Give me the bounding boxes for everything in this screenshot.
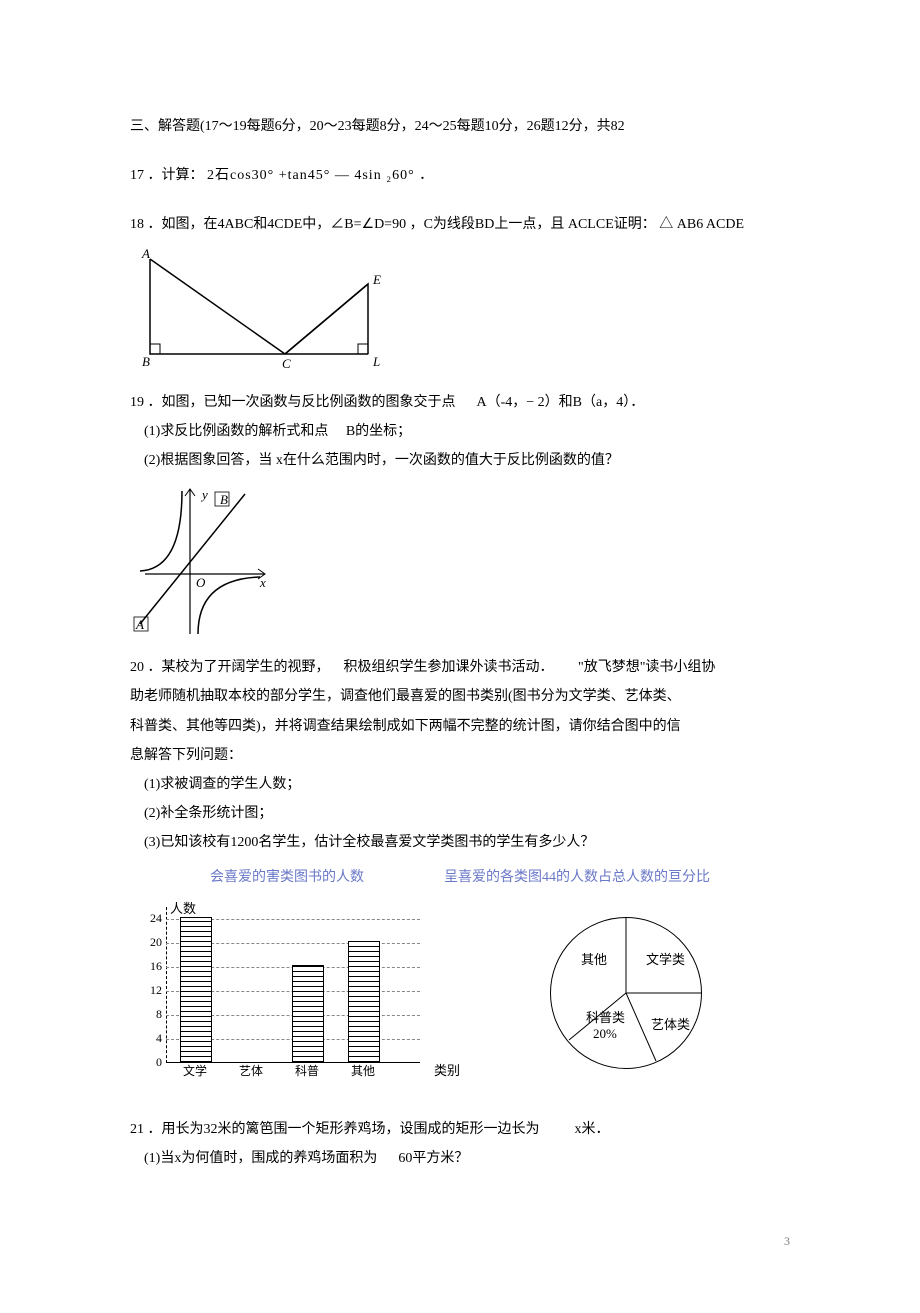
q19-fig-A: A (135, 617, 144, 632)
q19-stem-a: 19 ．如图，已知一次函数与反比例函数的图象交于点 (130, 395, 456, 410)
svg-text:L: L (372, 354, 380, 369)
section-heading: 三、解答题(17～19每题6分，20～23每题8分，24～25每题10分，26题… (130, 114, 790, 139)
bar (292, 965, 324, 1063)
q20-sub1: (1)求被调查的学生人数； (130, 772, 790, 797)
bar-ytick: 16 (140, 956, 162, 978)
svg-text:B: B (142, 354, 150, 369)
q21-stem-a: 21 ．用长为32米的篱笆围一个矩形养鸡场，设围成的矩形一边长为 (130, 1122, 540, 1137)
q19-fig-x: x (259, 575, 266, 590)
bar-xlabel: 文学 (175, 1061, 215, 1083)
charts-row: 人数 类别 04812162024文学艺体科普其他 其他 文学类 艺体类 科普类… (130, 897, 790, 1087)
q21-sub1-b: 60平方米？ (398, 1151, 468, 1166)
q20-line2: 助老师随机抽取本校的部分学生，调查他们最喜爱的图书类别(图书分为文学类、艺体类、 (130, 684, 790, 709)
q19-fig-B: B (220, 492, 228, 507)
q19-sub1-b: B的坐标； (346, 424, 411, 439)
bar-chart-x-title: 类别 (434, 1059, 460, 1082)
q20-stem-l1: 20 ．某校为了开阔学生的视野， 积极组织学生参加课外读书活动． "放飞梦想"读… (130, 655, 790, 680)
q21-stem-b: x米． (575, 1122, 610, 1137)
q18-text: 18 ．如图，在4ABC和4CDE中，∠B=∠D=90 ，C为线段BD上一点，且… (130, 212, 790, 237)
page-number: 3 (130, 1231, 790, 1253)
pie-chart: 其他 文学类 艺体类 科普类 20% (550, 917, 702, 1069)
q21-sub1-a: (1)当x为何值时，围成的养鸡场面积为 (144, 1151, 377, 1166)
bar-ytick: 12 (140, 980, 162, 1002)
q21-sub1: (1)当x为何值时，围成的养鸡场面积为 60平方米？ (130, 1146, 790, 1171)
bar-ytick: 20 (140, 932, 162, 954)
q19-fig-y: y (200, 487, 208, 502)
q17-label: 17 ．计算： (130, 168, 204, 183)
bar-ytick: 0 (140, 1052, 162, 1074)
svg-text:A: A (141, 246, 150, 261)
bar-ytick: 4 (140, 1028, 162, 1050)
pie-chart-title: 呈喜爱的各类图44的人数占总人数的亘分比 (444, 865, 710, 890)
svg-text:C: C (282, 356, 291, 371)
pie-chart-wrap: 其他 文学类 艺体类 科普类 20% (550, 917, 702, 1069)
bar-ytick: 24 (140, 908, 162, 930)
q20-line4: 息解答下列问题： (130, 743, 790, 768)
bar-chart: 人数 类别 04812162024文学艺体科普其他 (130, 897, 430, 1087)
q18-figure: A B C E L (130, 244, 390, 374)
q20-stem-a: 20 ．某校为了开阔学生的视野， (130, 660, 330, 675)
pie-label-wenxue: 文学类 (646, 948, 685, 971)
q19-sub1: (1)求反比例函数的解析式和点 B的坐标； (130, 419, 790, 444)
q21-stem: 21 ．用长为32米的篱笆围一个矩形养鸡场，设围成的矩形一边长为 x米． (130, 1117, 790, 1142)
q20-sub2: (2)补全条形统计图； (130, 801, 790, 826)
q20-stem-c: "放飞梦想"读书小组协 (578, 660, 715, 675)
bar-xlabel: 艺体 (231, 1061, 271, 1083)
q19-fig-O: O (196, 575, 206, 590)
bar-xlabel: 科普 (287, 1061, 327, 1083)
pie-label-kepu-pct: 20% (593, 1022, 617, 1045)
svg-text:E: E (372, 272, 381, 287)
pie-label-other: 其他 (581, 948, 607, 971)
bar-chart-title: 会喜爱的害类图书的人数 (210, 865, 364, 890)
q19-stem: 19 ．如图，已知一次函数与反比例函数的图象交于点 A（-4，− 2）和B（a，… (130, 390, 790, 415)
bar (348, 941, 380, 1063)
q20-line3: 科普类、其他等四类)，并将调查结果绘制成如下两幅不完整的统计图，请你结合图中的信 (130, 714, 790, 739)
q19-sub2: (2)根据图象回答，当 x在什么范围内时，一次函数的值大于反比例函数的值？ (130, 448, 790, 473)
pie-label-yiti: 艺体类 (651, 1013, 690, 1036)
q19-sub1-a: (1)求反比例函数的解析式和点 (144, 424, 328, 439)
q19-figure: y x O A B (130, 479, 280, 639)
q17-formula: 2石cos30° +tan45° — 4sin ₂60° ． (207, 168, 434, 183)
bar-ytick: 8 (140, 1004, 162, 1026)
q19-stem-b: A（-4，− 2）和B（a，4）． (477, 395, 645, 410)
q17: 17 ．计算： 2石cos30° +tan45° — 4sin ₂60° ． (130, 163, 790, 188)
q20-stem-b: 积极组织学生参加课外读书活动． (344, 660, 554, 675)
q20-sub3: (3)已知该校有1200名学生，估计全校最喜爱文学类图书的学生有多少人？ (130, 830, 790, 855)
bar (180, 917, 212, 1063)
bar-xlabel: 其他 (343, 1061, 383, 1083)
